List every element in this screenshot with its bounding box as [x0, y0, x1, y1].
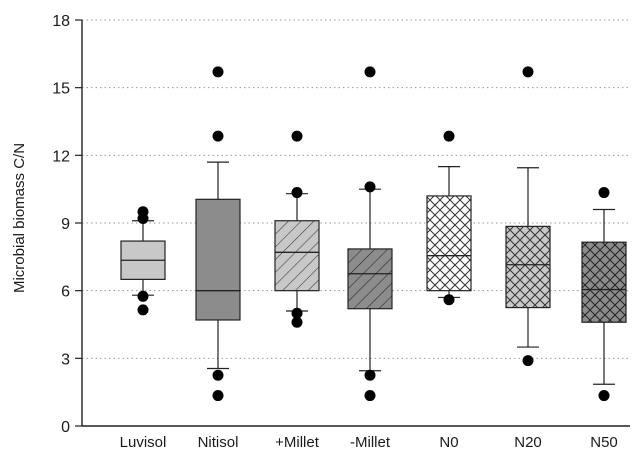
- outlier-point: [137, 212, 149, 224]
- box-n0: [426, 130, 472, 306]
- box-nitisol: [195, 66, 241, 402]
- box-iqr: [347, 248, 393, 310]
- box-iqr: [195, 198, 241, 321]
- box-luvisol: [120, 206, 166, 316]
- y-tick-label: 6: [61, 284, 70, 301]
- outlier-point: [137, 290, 149, 302]
- x-category-label: Nitisol: [198, 434, 239, 450]
- box-iqr: [274, 220, 320, 292]
- box-iqr: [505, 225, 551, 309]
- outlier-point: [212, 390, 224, 402]
- outlier-point: [364, 390, 376, 402]
- y-tick-label: 3: [61, 351, 70, 368]
- box-millet: [274, 130, 320, 328]
- x-category-label: N50: [590, 434, 618, 450]
- outlier-point: [522, 66, 534, 78]
- y-tick-label: 15: [52, 81, 70, 98]
- y-tick-label: 9: [61, 216, 70, 233]
- x-category-label: N20: [514, 434, 542, 450]
- x-category-label: Luvisol: [120, 434, 167, 450]
- outlier-point: [364, 369, 376, 381]
- outlier-point: [291, 316, 303, 328]
- x-category-label: +Millet: [275, 434, 320, 450]
- outlier-point: [291, 187, 303, 199]
- outlier-point: [443, 130, 455, 142]
- box-iqr: [581, 241, 627, 323]
- axes: [81, 20, 630, 427]
- outlier-point: [137, 304, 149, 316]
- x-category-label: N0: [439, 434, 458, 450]
- outlier-point: [598, 390, 610, 402]
- y-axis-ticks: 0 3 6 9 12 15 18: [52, 13, 82, 436]
- outlier-point: [212, 66, 224, 78]
- outlier-point: [522, 355, 534, 367]
- outlier-point: [598, 187, 610, 199]
- y-tick-label: 12: [52, 148, 70, 165]
- x-axis-labels: Luvisol Nitisol +Millet -Millet N0 N20 N50: [120, 434, 618, 450]
- outlier-point: [364, 181, 376, 193]
- box-n50: [581, 187, 627, 402]
- y-tick-label: 18: [52, 13, 70, 30]
- outlier-point: [291, 130, 303, 142]
- box-n20: [505, 66, 551, 367]
- outlier-point: [291, 307, 303, 319]
- outlier-point: [443, 294, 455, 306]
- y-tick-label: 0: [61, 419, 70, 436]
- outlier-point: [212, 130, 224, 142]
- outlier-point: [212, 369, 224, 381]
- box-millet: [347, 66, 393, 402]
- y-axis-label: Microbial biomass C/N: [11, 143, 28, 293]
- gridlines: [82, 19, 630, 359]
- box-iqr: [426, 195, 472, 292]
- outlier-point: [364, 66, 376, 78]
- x-category-label: -Millet: [350, 434, 391, 450]
- boxes-group: [120, 66, 627, 402]
